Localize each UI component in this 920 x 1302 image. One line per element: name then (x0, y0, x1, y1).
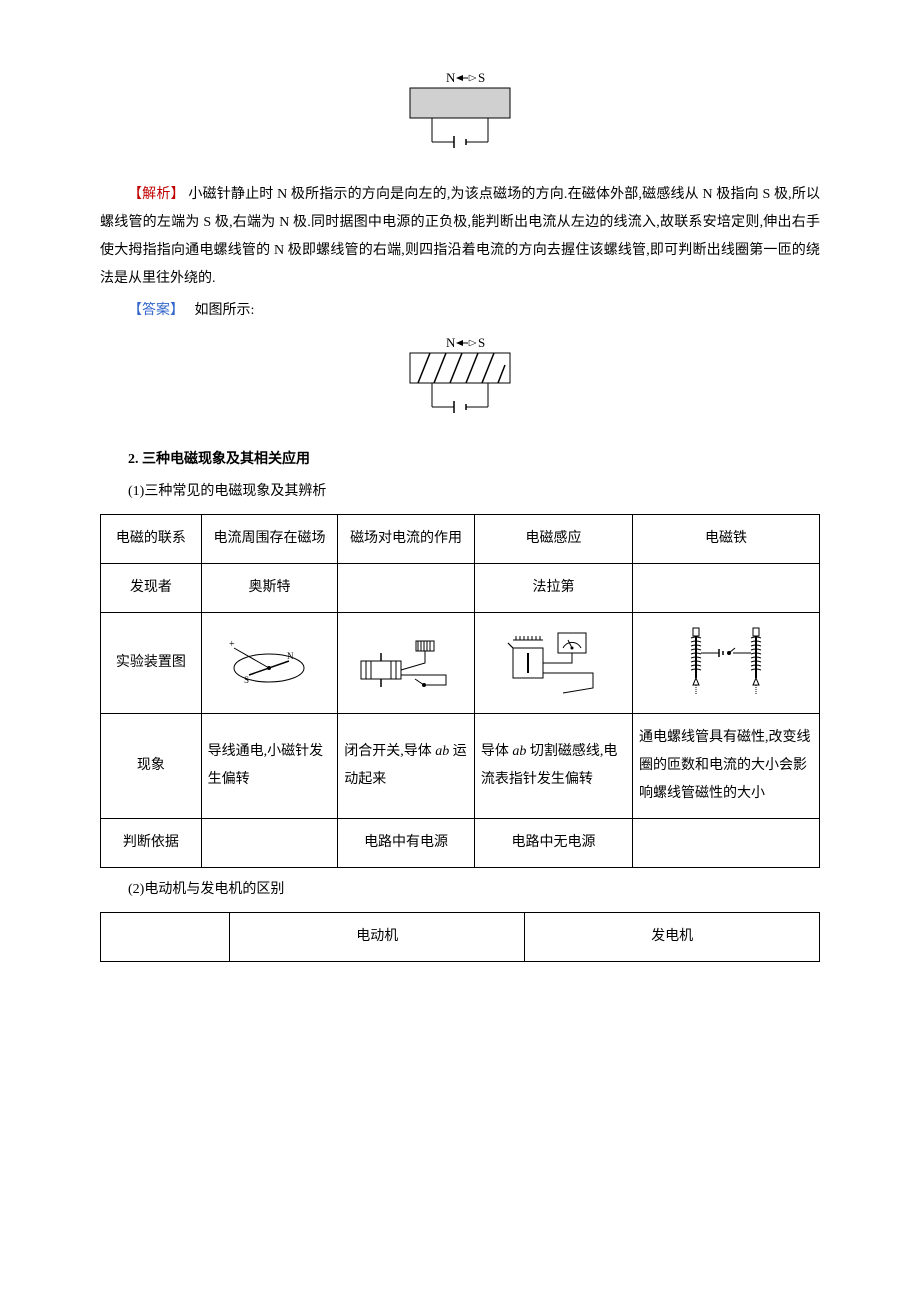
answer-label: 【答案】 (128, 303, 184, 318)
cell-empty-header (101, 913, 230, 962)
cell-relation-header: 电磁的联系 (101, 515, 202, 564)
table-row: 实验装置图 S N + (101, 613, 820, 714)
answer-text: 如图所示: (195, 303, 255, 318)
svg-text:N: N (287, 651, 294, 661)
circuit-diagram-2: N S (100, 335, 820, 436)
cell-phenomenon-4: 通电螺线管具有磁性,改变线圈的匝数和电流的大小会影响螺线管磁性的大小 (633, 714, 820, 819)
cell-electromagnet: 电磁铁 (633, 515, 820, 564)
cell-basis-4 (633, 819, 820, 868)
table-row: 判断依据 电路中有电源 电路中无电源 (101, 819, 820, 868)
cell-device-3 (474, 613, 632, 714)
cell-empty (633, 564, 820, 613)
cell-basis-label: 判断依据 (101, 819, 202, 868)
section-2-sub1: (1)三种常见的电磁现象及其辨析 (100, 478, 820, 506)
motor-generator-table: 电动机 发电机 (100, 912, 820, 962)
cell-basis-1 (201, 819, 338, 868)
cell-induction: 电磁感应 (474, 515, 632, 564)
section-2-sub2: (2)电动机与发电机的区别 (100, 876, 820, 904)
circuit-diagram-1: N S (100, 70, 820, 171)
compass-n-label-2: N (446, 335, 456, 350)
cell-phenomenon-3: 导体 ab 切割磁感线,电流表指针发生偏转 (474, 714, 632, 819)
cell-oersted: 奥斯特 (201, 564, 338, 613)
cell-device-4 (633, 613, 820, 714)
cell-device-2 (338, 613, 475, 714)
electromagnetic-phenomena-table: 电磁的联系 电流周围存在磁场 磁场对电流的作用 电磁感应 电磁铁 发现者 奥斯特… (100, 514, 820, 868)
table-row: 电磁的联系 电流周围存在磁场 磁场对电流的作用 电磁感应 电磁铁 (101, 515, 820, 564)
cell-field-effect: 磁场对电流的作用 (338, 515, 475, 564)
solenoid-diagram-2: N S (390, 335, 530, 425)
cell-motor-header: 电动机 (230, 913, 525, 962)
answer-paragraph: 【答案】 如图所示: (100, 297, 820, 325)
analysis-paragraph: 【解析】 小磁针静止时 N 极所指示的方向是向左的,为该点磁场的方向.在磁体外部… (100, 181, 820, 293)
svg-text:+: + (229, 639, 235, 650)
table-row: 发现者 奥斯特 法拉第 (101, 564, 820, 613)
section-2-heading: 2. 三种电磁现象及其相关应用 (100, 446, 820, 474)
analysis-label: 【解析】 (128, 187, 185, 202)
solenoid-diagram-1: N S (390, 70, 530, 160)
cell-basis-2: 电路中有电源 (338, 819, 475, 868)
cell-basis-3: 电路中无电源 (474, 819, 632, 868)
compass-s-label-2: S (478, 335, 485, 350)
cell-current-field: 电流周围存在磁场 (201, 515, 338, 564)
table-row: 现象 导线通电,小磁针发生偏转 闭合开关,导体 ab 运动起来 导体 ab 切割… (101, 714, 820, 819)
cell-phenomenon-label: 现象 (101, 714, 202, 819)
cell-faraday: 法拉第 (474, 564, 632, 613)
analysis-text: 小磁针静止时 N 极所指示的方向是向左的,为该点磁场的方向.在磁体外部,磁感线从… (100, 187, 820, 286)
cell-empty (338, 564, 475, 613)
compass-s-label: S (478, 70, 485, 85)
compass-n-label: N (446, 70, 456, 85)
cell-phenomenon-1: 导线通电,小磁针发生偏转 (201, 714, 338, 819)
table-row: 电动机 发电机 (101, 913, 820, 962)
svg-text:S: S (244, 675, 249, 685)
cell-phenomenon-2: 闭合开关,导体 ab 运动起来 (338, 714, 475, 819)
cell-generator-header: 发电机 (525, 913, 820, 962)
cell-device-1: S N + (201, 613, 338, 714)
cell-device-label: 实验装置图 (101, 613, 202, 714)
cell-discoverer-label: 发现者 (101, 564, 202, 613)
